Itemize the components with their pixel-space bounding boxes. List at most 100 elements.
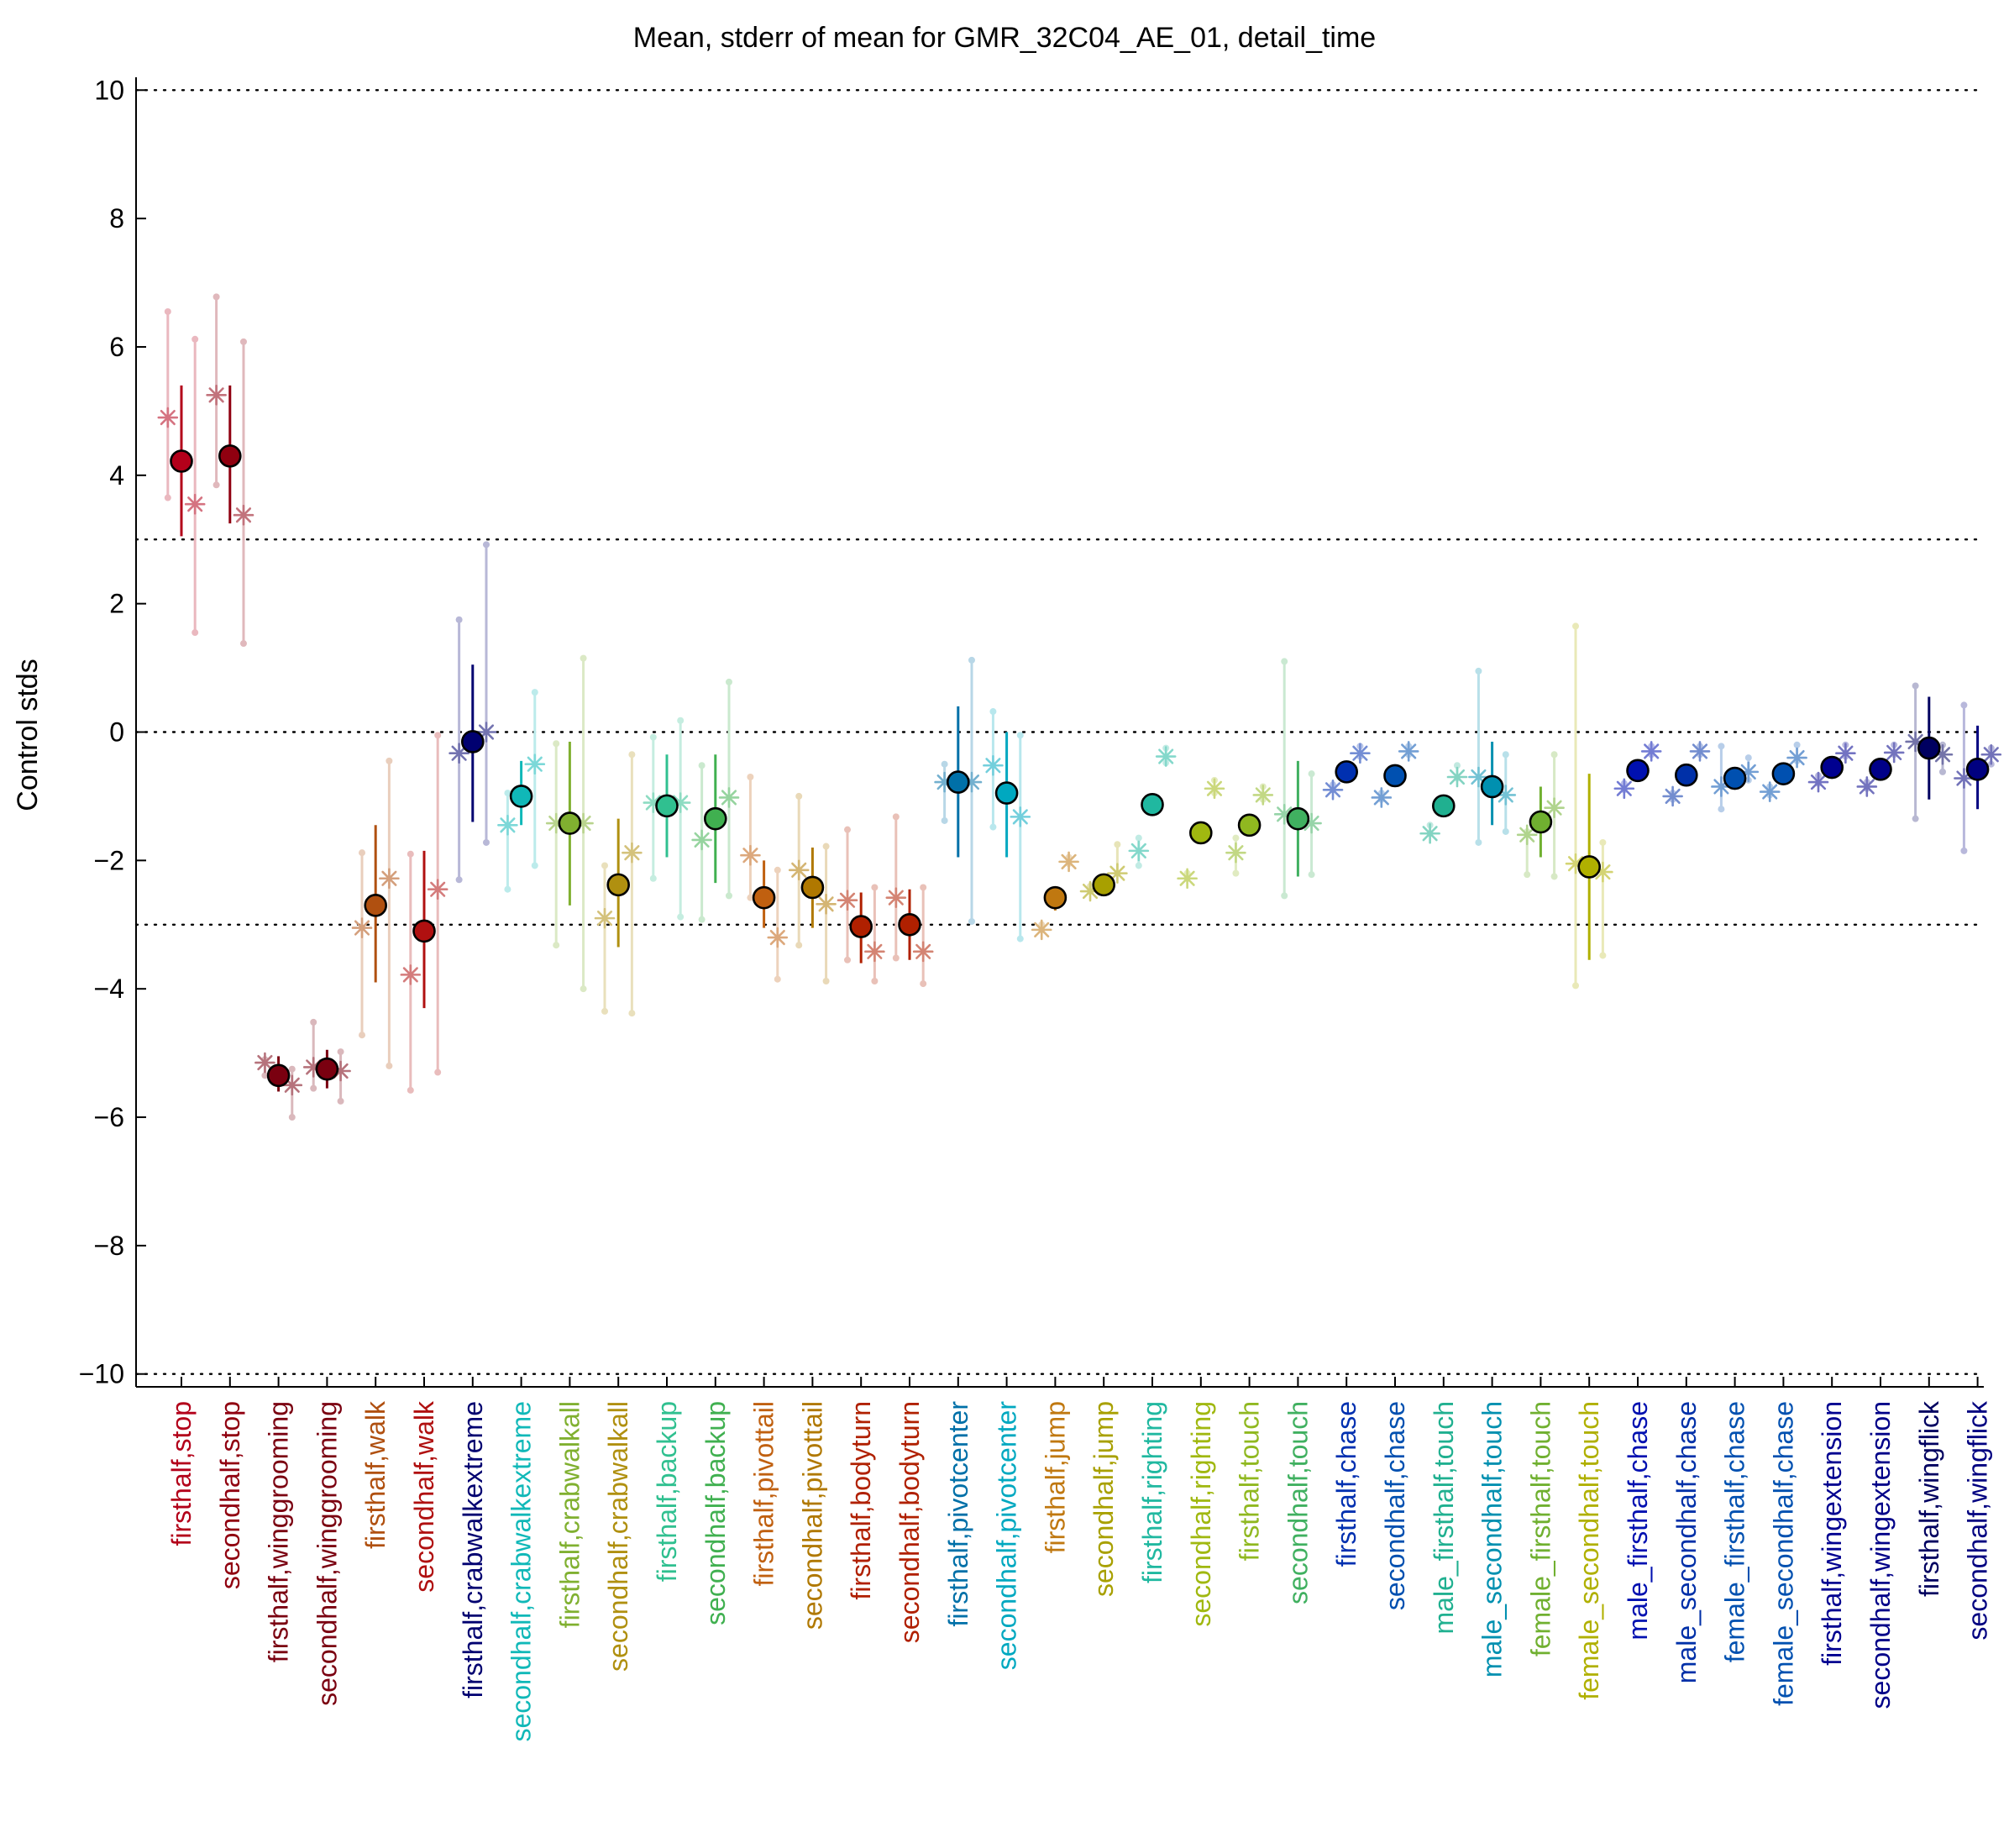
replicate-range-end — [628, 751, 636, 759]
x-tick-label: firsthalf,touch — [1235, 1401, 1265, 1561]
replicate-star — [1807, 771, 1829, 793]
replicate-range-end — [580, 985, 587, 993]
x-tick-label: firsthalf,walk — [360, 1400, 391, 1549]
replicate-star — [1786, 747, 1807, 769]
x-tick-label: firsthalf,pivotcenter — [943, 1401, 973, 1627]
replicate-range-end — [407, 1086, 414, 1094]
x-tick-label: secondhalf,crabwalkall — [603, 1401, 633, 1672]
replicate-star — [1058, 851, 1079, 873]
replicate-star — [864, 941, 885, 963]
replicate-range-end — [871, 884, 879, 891]
replicate-range-end — [920, 884, 927, 891]
y-tick-label: 10 — [94, 75, 124, 105]
replicate-star — [351, 917, 373, 938]
replicate-range-end — [1016, 935, 1024, 942]
replicate-range-end — [212, 293, 220, 301]
y-tick-label: 4 — [109, 460, 124, 491]
replicate-range-end — [725, 892, 732, 900]
mean-marker — [898, 912, 921, 937]
replicate-range-end — [1135, 834, 1142, 842]
replicate-star-layer — [157, 384, 2002, 1096]
replicate-range-end — [1599, 838, 1607, 846]
mean-marker — [1237, 813, 1262, 837]
replicate-range-end — [531, 689, 538, 696]
x-tick-label: female_firsthalf,chase — [1720, 1401, 1750, 1662]
replicate-star — [233, 504, 254, 526]
replicate-range-end — [892, 954, 900, 962]
replicate-range-end — [989, 823, 997, 831]
y-axis-label: Control stds — [12, 659, 44, 811]
x-tick-label: firsthalf,backup — [652, 1401, 682, 1582]
replicate-range-end — [1232, 834, 1240, 842]
y-tick-label: 6 — [109, 332, 124, 362]
mean-marker — [1917, 736, 1941, 760]
mean-marker — [1869, 758, 1892, 781]
replicate-star — [622, 842, 643, 864]
replicate-range-end — [288, 1065, 296, 1073]
x-tick-label: secondhalf,backup — [700, 1401, 731, 1625]
replicate-range-end — [1135, 862, 1142, 869]
replicate-star — [1252, 785, 1274, 806]
replicate-star — [1322, 779, 1344, 801]
replicate-star — [885, 887, 907, 908]
replicate-range-end — [747, 773, 754, 780]
replicate-star — [816, 894, 837, 915]
mean-marker — [655, 794, 679, 818]
mean-marker — [800, 875, 825, 900]
replicate-star — [767, 927, 789, 948]
replicate-range-end — [1308, 871, 1315, 879]
replicate-range-end — [1599, 952, 1607, 959]
x-tick-label: female_firsthalf,touch — [1525, 1401, 1555, 1656]
replicate-range-end — [649, 874, 657, 882]
replicate-range-end — [844, 826, 852, 833]
replicate-star — [1613, 778, 1635, 800]
mean-marker — [1043, 885, 1067, 910]
replicate-range-end — [310, 1018, 317, 1026]
replicate-range-end — [822, 978, 830, 985]
replicate-star — [1883, 742, 1905, 764]
replicate-range-end — [482, 541, 490, 549]
replicate-star — [983, 754, 1004, 776]
replicate-star — [1446, 766, 1468, 788]
x-tick-label: secondhalf,jump — [1088, 1401, 1119, 1597]
x-tick-label: secondhalf,touch — [1283, 1401, 1313, 1604]
replicate-star — [1107, 863, 1128, 884]
replicate-range-end — [288, 1114, 296, 1121]
replicate-star — [788, 859, 810, 881]
replicate-range-end — [239, 338, 247, 345]
replicate-range-end — [580, 654, 587, 662]
mean-marker — [1723, 766, 1747, 790]
replicate-range-end — [698, 916, 706, 923]
chart-title: Mean, stderr of mean for GMR_32C04_AE_01… — [633, 22, 1376, 54]
replicate-range-end — [795, 792, 803, 800]
x-tick-label: firsthalf,wingflick — [1914, 1400, 1944, 1597]
replicate-range-end — [1524, 871, 1531, 879]
x-tick-label: female_secondhalf,touch — [1574, 1401, 1604, 1700]
replicate-range-end — [1572, 982, 1580, 990]
replicate-range-end — [1502, 827, 1509, 835]
replicate-star — [184, 493, 206, 515]
x-tick-label: secondhalf,wingextension — [1865, 1401, 1896, 1709]
replicate-range-end — [239, 640, 247, 648]
replicate-range-end — [1718, 743, 1725, 750]
replicate-star — [497, 815, 518, 836]
mean-marker — [703, 806, 727, 831]
replicate-range-end — [941, 816, 948, 824]
replicate-range-end — [359, 1032, 366, 1039]
x-tick-label: secondhalf,winggrooming — [312, 1401, 342, 1706]
replicate-range-end — [941, 760, 948, 768]
mean-marker — [1771, 762, 1796, 785]
x-tick-label: firsthalf,crabwalkextreme — [458, 1401, 488, 1698]
replicate-star — [1204, 778, 1225, 800]
replicate-range-end — [677, 717, 685, 724]
replicate-range-end — [261, 1072, 269, 1079]
x-tick-label: firsthalf,bodyturn — [846, 1401, 876, 1600]
y-tick-label: 0 — [109, 717, 124, 748]
replicate-range-end — [504, 790, 511, 797]
x-tick-label: secondhalf,stop — [215, 1401, 245, 1589]
replicate-star — [254, 1052, 275, 1074]
replicate-star — [400, 964, 422, 985]
replicate-star — [912, 941, 934, 963]
replicate-range-end — [871, 978, 879, 985]
